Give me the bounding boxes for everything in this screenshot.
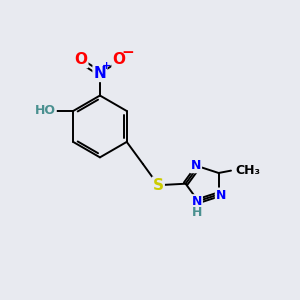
Text: H: H bbox=[192, 206, 202, 219]
Text: −: − bbox=[122, 45, 134, 60]
Text: HO: HO bbox=[35, 104, 56, 118]
Text: N: N bbox=[192, 195, 202, 208]
Text: O: O bbox=[74, 52, 87, 67]
Text: N: N bbox=[94, 66, 106, 81]
Text: S: S bbox=[153, 178, 164, 193]
Text: O: O bbox=[112, 52, 126, 67]
Text: +: + bbox=[102, 61, 111, 71]
Text: N: N bbox=[191, 159, 201, 172]
Text: N: N bbox=[216, 188, 226, 202]
Text: CH₃: CH₃ bbox=[236, 164, 261, 177]
